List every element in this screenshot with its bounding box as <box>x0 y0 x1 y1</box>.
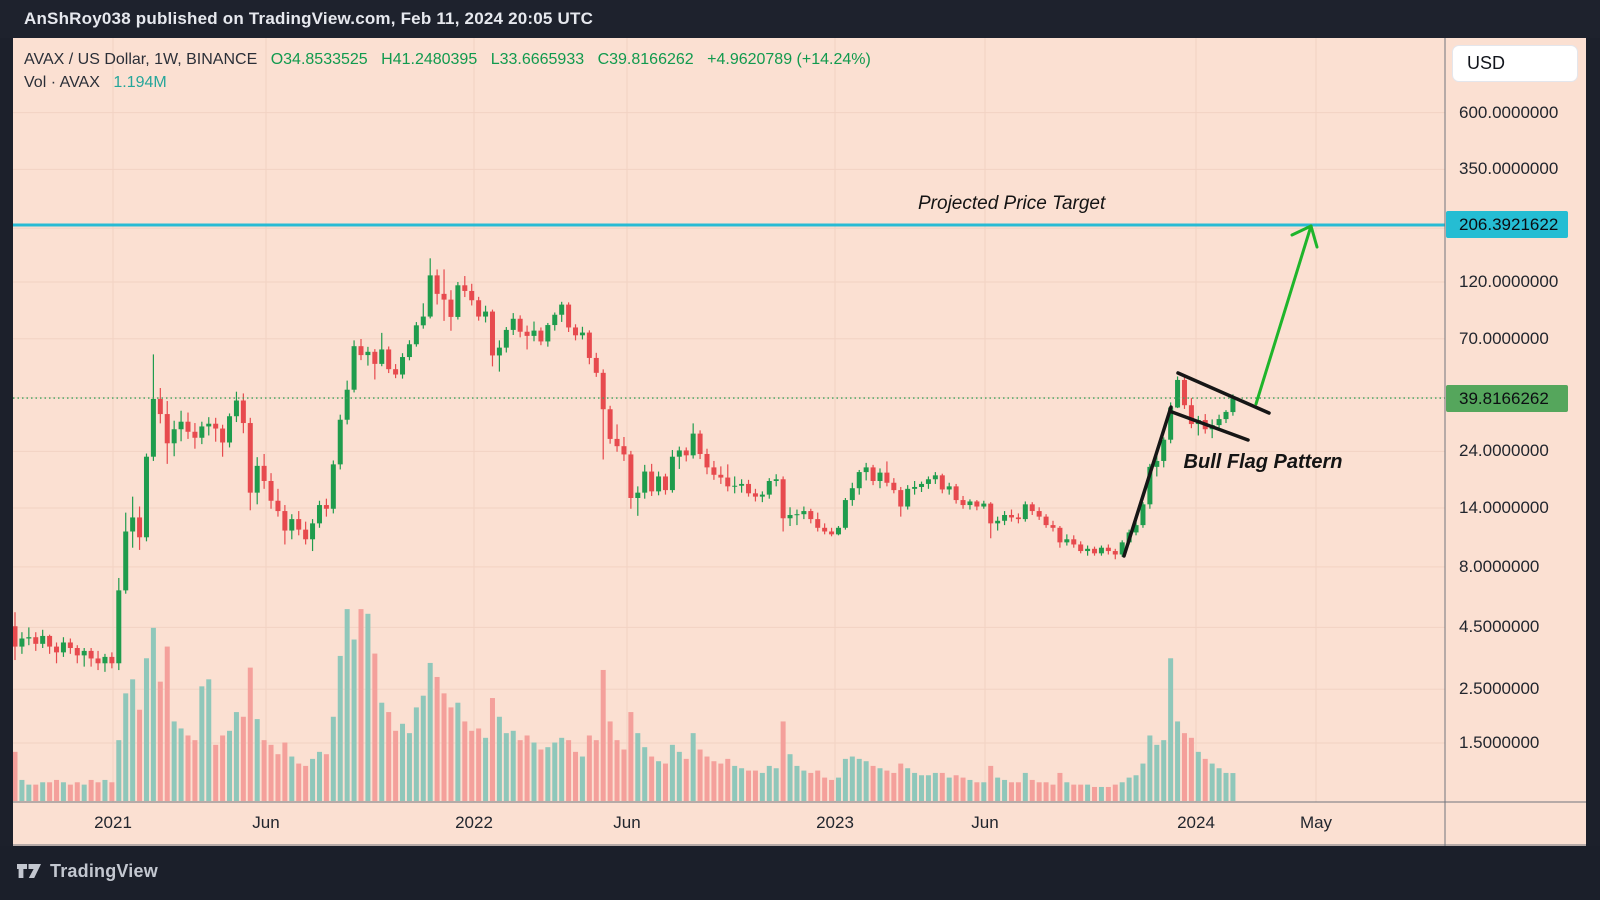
legend: AVAX / US Dollar, 1W, BINANCE O34.853352… <box>24 51 871 92</box>
tradingview-logo-icon <box>17 864 41 878</box>
price-tick-label: 600.0000000 <box>1459 102 1559 122</box>
volume-label[interactable]: Vol · AVAX <box>24 74 100 91</box>
footer-bar: TradingView <box>0 846 1600 900</box>
time-tick-label: May <box>1299 813 1333 832</box>
price-tick-label: 24.0000000 <box>1459 441 1549 461</box>
price-tick-label: 14.0000000 <box>1459 498 1549 517</box>
price-change: +4.9620789 (+14.24%) <box>707 51 871 68</box>
chart-canvas[interactable] <box>13 38 1586 846</box>
chart-frame <box>13 38 1586 846</box>
time-tick-label: 2021 <box>94 813 132 832</box>
price-tick-label: 8.0000000 <box>1459 556 1540 576</box>
symbol-title[interactable]: AVAX / US Dollar, 1W, BINANCE <box>24 51 258 68</box>
time-tick-label: 2024 <box>1177 813 1215 832</box>
price-tick-label: 350.0000000 <box>1459 159 1559 179</box>
ohlc-open: O34.8533525 <box>270 51 368 68</box>
target-price-value: 206.3921622 <box>1459 215 1559 235</box>
ohlc-low: L33.6665933 <box>490 51 585 68</box>
projected-target-annotation[interactable]: Projected Price Target <box>918 193 1106 214</box>
brand[interactable]: TradingView <box>16 860 158 882</box>
currency-button[interactable]: USD <box>1452 45 1578 82</box>
volume-value: 1.194M <box>113 74 167 91</box>
time-tick-label: Jun <box>613 813 641 832</box>
last-price-value: 39.8166262 <box>1459 388 1549 408</box>
price-tick-label: 2.5000000 <box>1459 679 1540 699</box>
price-tick-label: 4.5000000 <box>1459 617 1540 637</box>
brand-name: TradingView <box>50 860 158 881</box>
price-tick-label: 120.0000000 <box>1459 272 1559 291</box>
price-tick-label: 70.0000000 <box>1459 328 1549 348</box>
last-price-label: 39.8166262 <box>1446 384 1568 412</box>
target-price-label: 206.3921622 <box>1446 211 1568 239</box>
time-tick-label: Jun <box>971 813 999 832</box>
publish-banner: AnShRoy038 published on TradingView.com,… <box>0 0 1600 38</box>
time-tick-label: Jun <box>252 813 280 832</box>
ohlc-close: C39.8166262 <box>597 51 694 68</box>
time-tick-label: 2022 <box>455 813 493 832</box>
bull-flag-annotation[interactable]: Bull Flag Pattern <box>1183 451 1343 473</box>
time-tick-label: 2023 <box>816 813 854 832</box>
price-tick-label: 1.5000000 <box>1459 732 1540 752</box>
ohlc-high: H41.2480395 <box>381 51 478 68</box>
publish-text: AnShRoy038 published on TradingView.com,… <box>24 9 594 28</box>
